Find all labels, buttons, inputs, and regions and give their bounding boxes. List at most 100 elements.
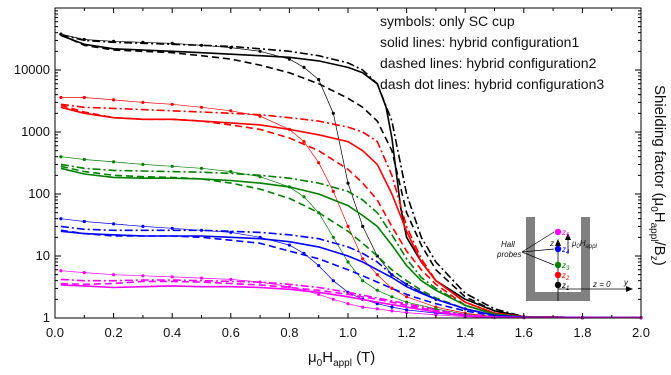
hall-probe-pointer (521, 248, 555, 253)
inset-y-axis-label: y (623, 278, 629, 287)
data-point-z1 (375, 307, 379, 311)
hall-probe-pointer (521, 231, 555, 253)
x-axis-title: μ0Happl (T) (308, 349, 375, 369)
data-point-z1 (199, 276, 204, 280)
data-point-z4 (302, 140, 306, 144)
y-axis-title-close: ) (651, 261, 668, 266)
data-point-z4 (141, 100, 145, 104)
y-tick-label: 10000 (14, 62, 50, 77)
data-point-z3 (390, 295, 394, 299)
series-z1-solid (60, 284, 641, 319)
data-point-z3 (302, 195, 306, 199)
data-point-z1 (112, 273, 116, 277)
annotation-solid: solid lines: hybrid configuration1 (380, 34, 579, 50)
data-point-z2 (405, 308, 409, 312)
probe-z3-label: z3 (561, 261, 570, 272)
y-tick-label: 1 (43, 310, 50, 325)
probe-z4-dot (554, 245, 562, 253)
probe-label-z: z (561, 228, 566, 237)
probe-z2-label: z2 (561, 271, 570, 282)
probe-label-index: 2 (565, 276, 570, 282)
inset-field-label: μ0Happl (571, 239, 598, 250)
x-tick-label: 2.0 (632, 325, 650, 340)
data-point-z3 (112, 160, 116, 164)
x-tick-label: 1.0 (339, 325, 357, 340)
data-point-z1 (405, 311, 409, 315)
x-tick-label: 1.2 (398, 325, 416, 340)
y-axis-title-slash-B: /B (651, 242, 668, 256)
data-point-z3 (82, 157, 86, 162)
data-point-z4 (112, 98, 116, 102)
data-point-z3 (346, 260, 350, 264)
series-z5-dashed (60, 34, 642, 319)
data-point-z5 (346, 181, 350, 185)
probe-label-z: z (561, 261, 566, 270)
inset-hall-label-2: probes (496, 250, 521, 259)
cup-right-wall (581, 217, 590, 301)
inset-z-axis-label: z (549, 239, 554, 248)
field-arrow-head (565, 233, 571, 240)
x-axis-title-unit: (T) (352, 349, 375, 366)
data-point-z2 (170, 226, 174, 230)
data-point-z3 (405, 300, 409, 304)
x-axis-title-appl: appl (333, 358, 352, 369)
inset-hall-label-1: Hall (501, 240, 515, 249)
hall-probe-pointer (521, 251, 555, 266)
data-point-z4 (346, 224, 350, 228)
data-point-z4 (82, 95, 86, 100)
y-axis-title-H: H (651, 212, 668, 223)
data-point-z1 (317, 292, 321, 296)
y-axis-title-subz: z (648, 256, 659, 261)
series-z3-dashdot (60, 163, 642, 319)
data-point-z5 (331, 111, 335, 115)
y-axis-arrow (626, 286, 633, 292)
data-point-z2 (287, 243, 291, 247)
x-tick-label: 0.0 (46, 325, 64, 340)
inset-origin-label: z = 0 (592, 280, 611, 289)
y-axis-title-sub0: 0 (648, 206, 659, 212)
data-point-z4 (390, 286, 394, 290)
annotation-dashed: dashed lines: hybrid configuration2 (380, 55, 597, 71)
series-z5-solid (60, 34, 642, 319)
data-point-z2 (82, 219, 86, 224)
data-point-z2 (331, 279, 335, 283)
data-point-z1 (287, 285, 291, 289)
data-point-z5 (258, 49, 262, 53)
series-layer (59, 32, 643, 320)
x-tick-label: 0.6 (222, 325, 240, 340)
data-point-z5 (317, 78, 321, 82)
data-point-z4 (170, 102, 174, 106)
data-point-z1 (82, 271, 86, 275)
data-point-z4 (199, 105, 204, 109)
data-point-z4 (229, 109, 233, 113)
probe-z5-dot (554, 228, 562, 236)
probe-label-index: 4 (566, 250, 570, 256)
x-tick-label: 0.8 (280, 325, 298, 340)
series-z4-solid (60, 106, 642, 319)
series-z5-dashdot (60, 34, 642, 319)
data-point-z4 (317, 161, 321, 165)
y-axis-title-appl: appl (648, 223, 659, 242)
probe-label-z: z (561, 281, 566, 290)
probe-label-index: 5 (566, 233, 570, 239)
y-axis-title: Shielding factor (μ0Happl/Bz) (648, 85, 668, 266)
data-point-z3 (59, 155, 63, 159)
probe-z4-label: z4 (561, 245, 570, 256)
probe-z1-label: z1 (561, 281, 569, 292)
data-point-z1 (229, 277, 233, 281)
data-point-z3 (375, 288, 379, 292)
series-z2-dashed (60, 229, 642, 319)
annotation-dashdot: dash dot lines: hybrid configuration3 (380, 76, 604, 92)
inset-field-H: H (580, 239, 586, 248)
z-axis-arrow (555, 239, 561, 246)
data-point-z3 (229, 170, 233, 174)
data-point-z1 (390, 309, 394, 313)
probe-z3-dot (554, 261, 562, 269)
data-point-z4 (375, 273, 379, 277)
series-z4-dashdot (60, 103, 642, 319)
data-point-z1 (346, 302, 350, 306)
y-tick-label: 1000 (21, 124, 50, 139)
probe-label-index: 3 (566, 266, 570, 272)
